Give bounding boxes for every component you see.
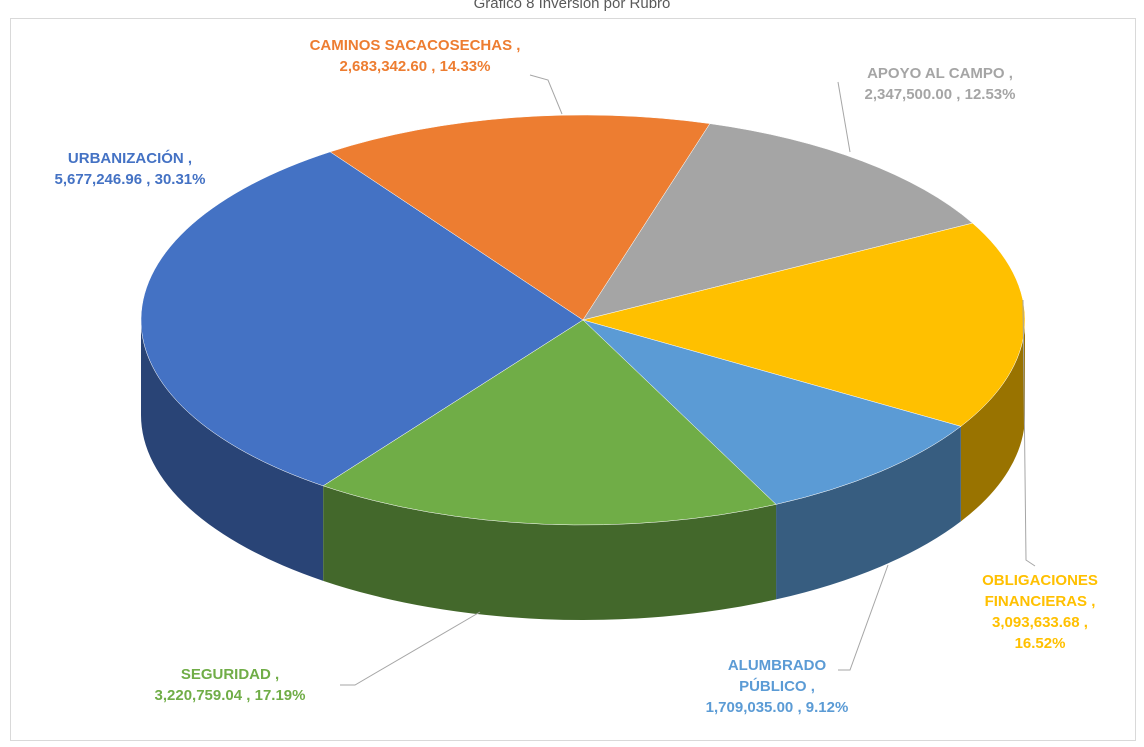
leader-line (1022, 299, 1036, 567)
label-name: URBANIZACIÓN , (15, 148, 245, 169)
slice-side (960, 320, 1025, 522)
slice-side (776, 426, 961, 600)
category-name: URBANIZACIÓN (67, 150, 184, 167)
category-name: OBLIGACIONES FINANCIERAS (982, 572, 1098, 610)
data-label: URBANIZACIÓN , 5,677,246.96 , 30.31% (15, 148, 245, 190)
category-name: APOYO AL CAMPO (867, 65, 1005, 82)
category-name: CAMINOS SACACOSECHAS (309, 37, 513, 54)
leader-line (340, 611, 481, 686)
category-name: ALUMBRADO PÚBLICO (727, 657, 827, 695)
leader-line (838, 564, 889, 671)
separator: , (1091, 593, 1096, 610)
value-label: 1,709,035.00 (705, 699, 794, 716)
percent-label: 9.12% (805, 699, 849, 716)
percent-label: 17.19% (254, 687, 306, 704)
label-value: 2,347,500.00 , 12.53% (810, 84, 1070, 105)
separator: , (431, 58, 436, 75)
label-value: 2,683,342.60 , 14.33% (265, 56, 565, 77)
separator: , (187, 150, 193, 167)
data-label: OBLIGACIONES FINANCIERAS , 3,093,633.68 ,… (965, 570, 1115, 654)
separator: , (797, 699, 802, 716)
separator: , (146, 171, 151, 188)
separator: , (1083, 614, 1088, 631)
category-name: SEGURIDAD (180, 666, 271, 683)
data-label: SEGURIDAD , 3,220,759.04 , 17.19% (100, 664, 360, 706)
separator: , (275, 666, 280, 683)
label-value: 5,677,246.96 , 30.31% (15, 169, 245, 190)
data-label: APOYO AL CAMPO , 2,347,500.00 , 12.53% (810, 63, 1070, 105)
value-label: 5,677,246.96 (54, 171, 143, 188)
label-name: SEGURIDAD , (100, 664, 360, 685)
percent-label: 16.52% (1014, 635, 1066, 652)
label-value: 3,220,759.04 , 17.19% (100, 685, 360, 706)
slice (322, 319, 777, 526)
slice (329, 114, 711, 321)
leader-line (837, 81, 851, 153)
slice (582, 123, 974, 321)
slice (582, 222, 1026, 427)
data-label: ALUMBRADO PÚBLICO , 1,709,035.00 , 9.12% (682, 655, 872, 718)
percent-label: 12.53% (964, 86, 1016, 103)
chart-title: Gráfico 8 Inversión por Rubro (473, 0, 671, 12)
separator: , (246, 687, 251, 704)
value-label: 2,347,500.00 (864, 86, 953, 103)
label-name: CAMINOS SACACOSECHAS , (265, 35, 565, 56)
value-label: 2,683,342.60 (339, 58, 428, 75)
slice (582, 319, 962, 505)
separator: , (1008, 65, 1013, 82)
leader-line (529, 74, 563, 115)
label-value: 1,709,035.00 , 9.12% (682, 697, 872, 718)
value-label: 3,093,633.68 (992, 614, 1080, 631)
separator: , (956, 86, 961, 103)
percent-label: 30.31% (154, 171, 206, 188)
label-name: APOYO AL CAMPO , (810, 63, 1070, 84)
slice-side (141, 320, 324, 581)
slice (140, 151, 584, 487)
label-name: OBLIGACIONES FINANCIERAS , (965, 570, 1115, 612)
slice-side (323, 485, 777, 620)
percent-label: 14.33% (439, 58, 491, 75)
separator: , (810, 678, 815, 695)
label-value: 3,093,633.68 , 16.52% (965, 612, 1115, 654)
separator: , (516, 37, 521, 54)
data-label: CAMINOS SACACOSECHAS , 2,683,342.60 , 14.… (265, 35, 565, 77)
value-label: 3,220,759.04 (154, 687, 243, 704)
label-name: ALUMBRADO PÚBLICO , (712, 655, 842, 697)
